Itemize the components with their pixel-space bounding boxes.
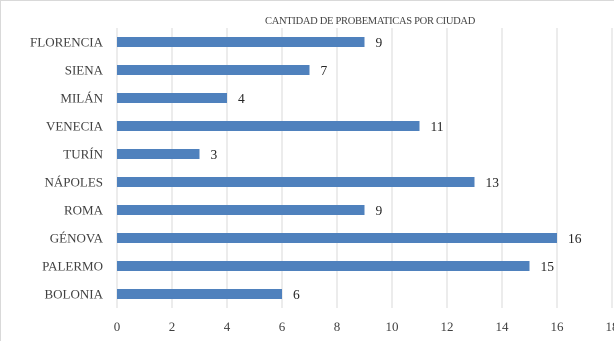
bar xyxy=(117,65,310,75)
data-label: 3 xyxy=(211,147,218,162)
category-label: TURÍN xyxy=(63,147,103,162)
bar xyxy=(117,37,365,47)
bar xyxy=(117,205,365,215)
category-labels: FLORENCIA SIENA MILÁN VENECIA TURÍN NÁPOLES RO… xyxy=(30,35,104,302)
category-label: BOLONIA xyxy=(45,287,104,302)
chart-title: CANTIDAD DE PROBEMATICAS POR CIUDAD xyxy=(265,16,476,27)
data-label: 11 xyxy=(431,119,444,134)
x-tick-label: 2 xyxy=(169,319,176,334)
x-tick-label: 4 xyxy=(224,319,231,334)
bar xyxy=(117,233,557,243)
bar xyxy=(117,93,227,103)
bar xyxy=(117,289,282,299)
data-labels: 9 7 4 11 3 13 9 16 15 6 xyxy=(211,35,582,302)
category-label: ROMA xyxy=(64,203,104,218)
x-tick-label: 6 xyxy=(279,319,286,334)
data-label: 9 xyxy=(376,203,383,218)
data-label: 16 xyxy=(568,231,582,246)
x-tick-label: 18 xyxy=(606,319,614,334)
x-tick-label: 10 xyxy=(386,319,399,334)
x-tick-label: 8 xyxy=(334,319,341,334)
category-label: NÁPOLES xyxy=(44,175,103,190)
bar xyxy=(117,177,475,187)
data-label: 15 xyxy=(541,259,555,274)
bar xyxy=(117,149,200,159)
category-label: MILÁN xyxy=(60,91,103,106)
data-label: 9 xyxy=(376,35,383,50)
x-tick-label: 14 xyxy=(496,319,510,334)
x-tick-label: 16 xyxy=(551,319,565,334)
category-label: SIENA xyxy=(65,63,104,78)
bar xyxy=(117,261,530,271)
category-label: GÉNOVA xyxy=(50,231,104,246)
bar xyxy=(117,121,420,131)
bars xyxy=(117,37,557,299)
data-label: 7 xyxy=(321,63,328,78)
category-label: FLORENCIA xyxy=(30,35,104,50)
category-label: PALERMO xyxy=(42,259,103,274)
data-label: 13 xyxy=(486,175,500,190)
x-tick-label: 12 xyxy=(441,319,454,334)
data-label: 6 xyxy=(293,287,300,302)
data-label: 4 xyxy=(238,91,245,106)
x-tick-label: 0 xyxy=(114,319,121,334)
category-label: VENECIA xyxy=(46,119,104,134)
x-tick-labels: 0 2 4 6 8 10 12 14 16 18 xyxy=(114,319,614,334)
